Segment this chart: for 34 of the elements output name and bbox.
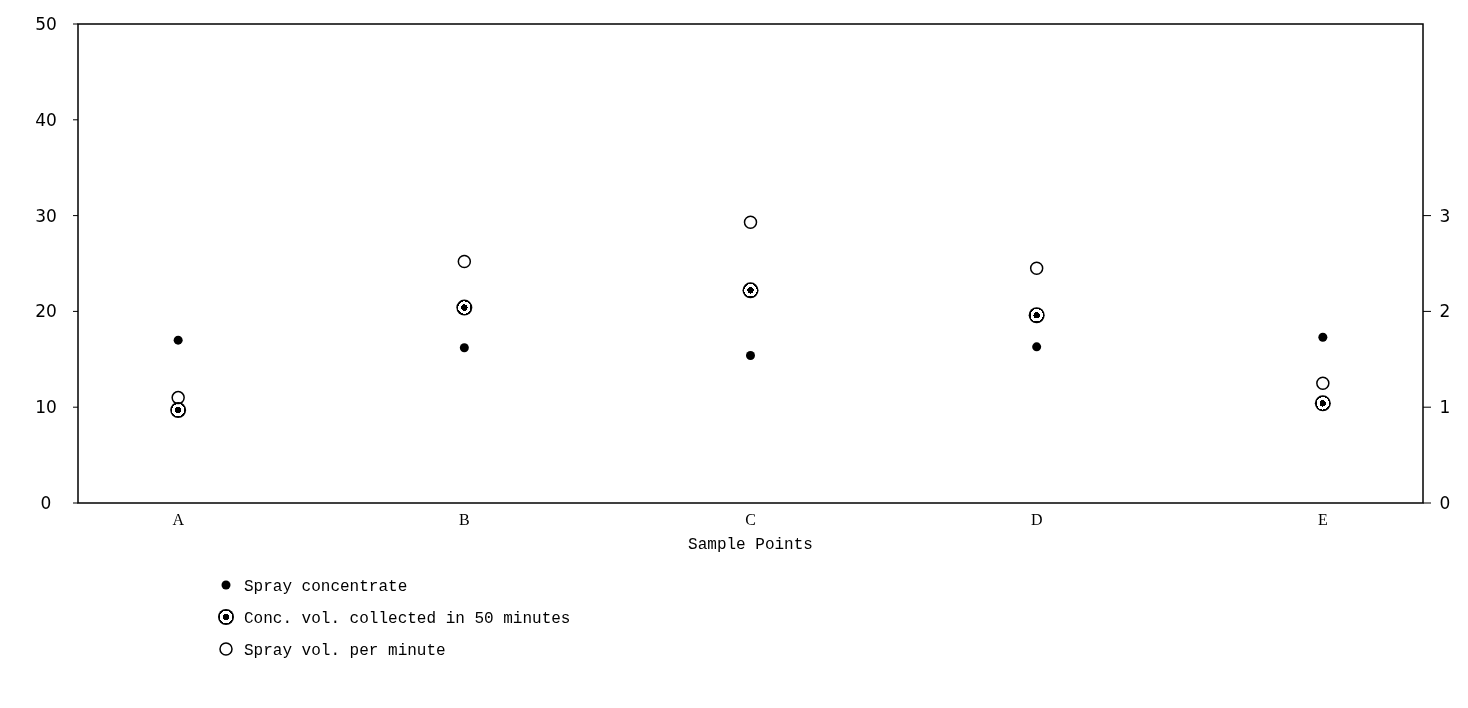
legend-label: Spray vol. per minute xyxy=(244,641,446,660)
y-tick-label: 10 xyxy=(35,397,57,418)
point xyxy=(1028,307,1045,324)
point xyxy=(173,335,183,345)
y-tick-label: 20 xyxy=(35,301,57,322)
y-tick-label: 50 xyxy=(35,13,57,34)
y-tick-label: 40 xyxy=(35,109,57,130)
x-tick-label: A xyxy=(172,511,185,528)
x-tick-label: E xyxy=(1317,511,1328,528)
y2-tick-label: 0 xyxy=(1439,492,1451,513)
y-tick-label: 30 xyxy=(35,205,57,226)
point xyxy=(742,282,759,299)
point xyxy=(457,254,472,269)
x-tick-label: C xyxy=(745,511,756,528)
point xyxy=(456,299,473,316)
point xyxy=(746,350,755,360)
point xyxy=(171,390,185,405)
point xyxy=(1032,342,1042,352)
y-tick-label: 0 xyxy=(40,492,52,513)
y2-tick-label: 1 xyxy=(1439,397,1451,418)
point xyxy=(1316,376,1330,390)
point xyxy=(743,215,758,230)
legend-label: Spray concentrate xyxy=(244,577,408,596)
x-axis-title: Sample Points xyxy=(688,536,813,554)
y2-tick-label: 2 xyxy=(1439,301,1451,322)
legend-label: Conc. vol. collected in 50 minutes xyxy=(244,609,571,628)
point xyxy=(459,343,469,353)
point xyxy=(1318,332,1328,342)
x-tick-label: D xyxy=(1030,511,1043,528)
point xyxy=(1029,261,1044,276)
x-tick-label: B xyxy=(458,511,470,528)
point xyxy=(1314,395,1331,412)
y2-tick-label: 3 xyxy=(1439,205,1451,226)
point xyxy=(170,402,187,419)
